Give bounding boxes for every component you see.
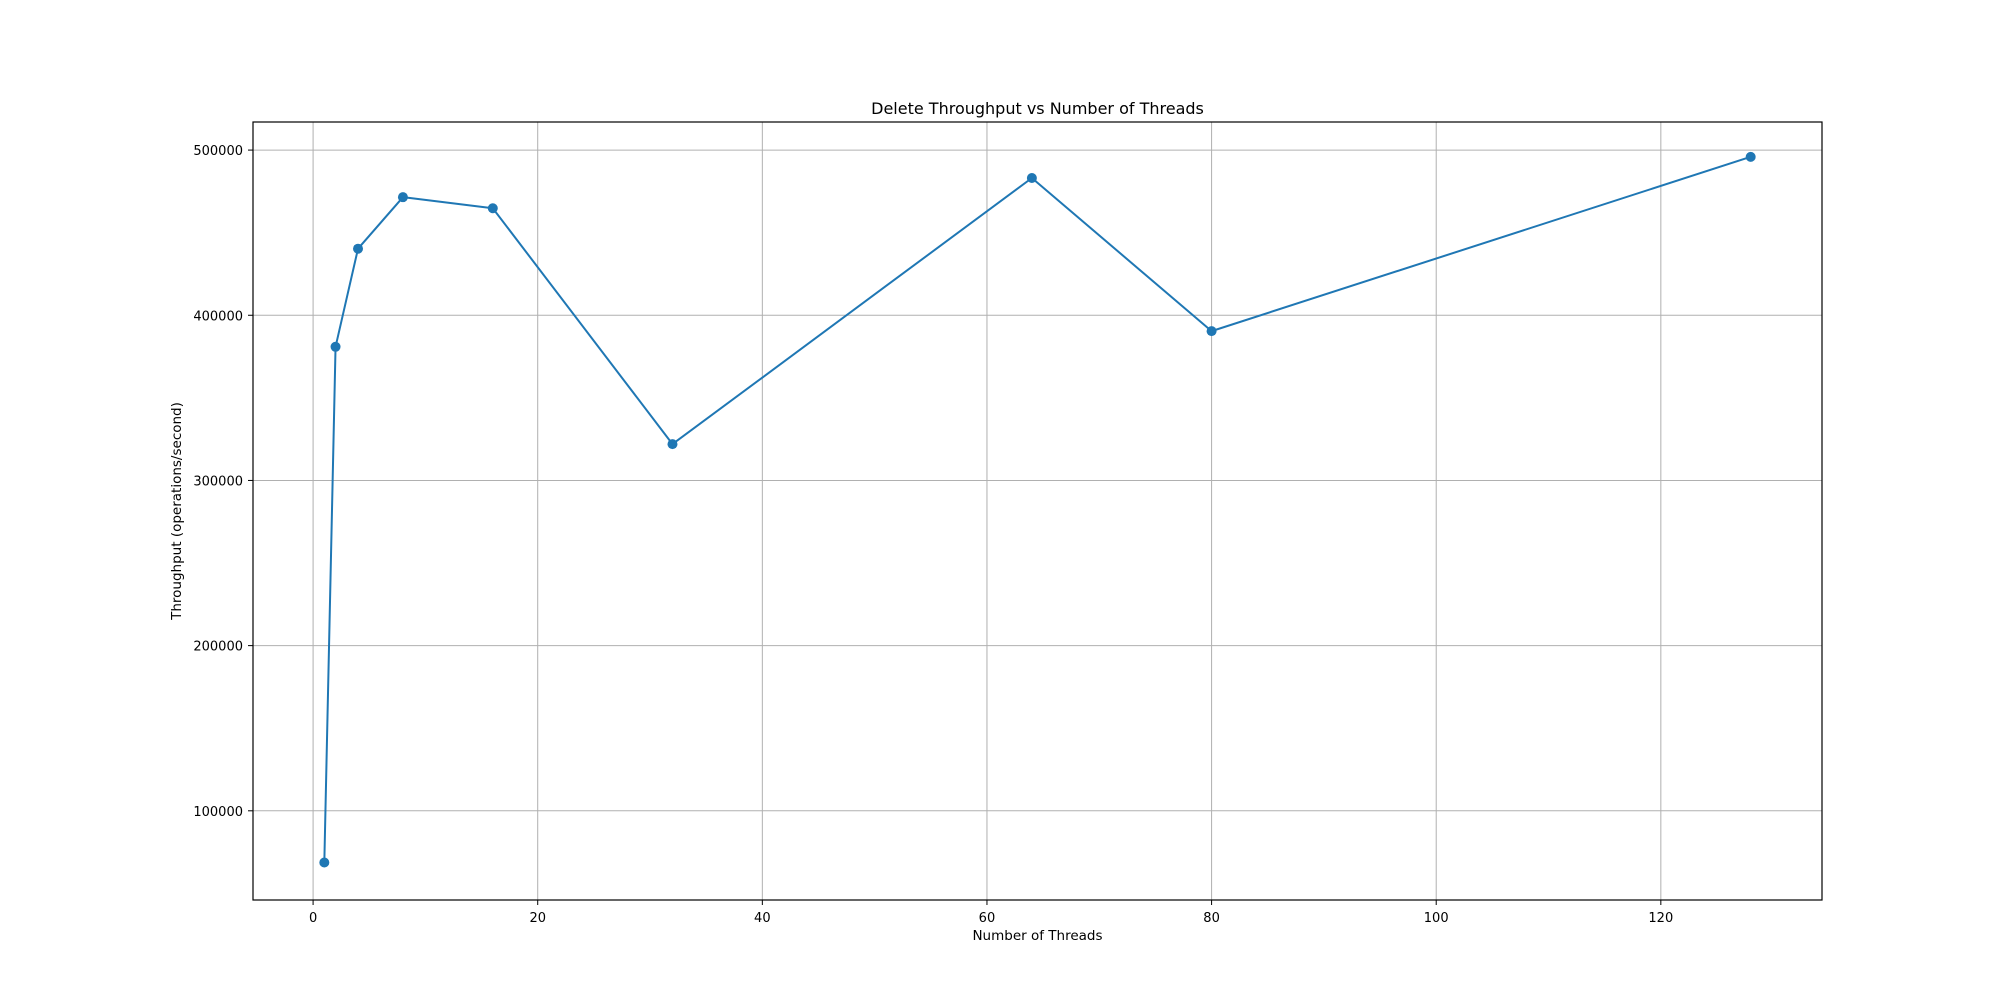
plot-area-frame: [252, 121, 1823, 901]
data-point: [319, 857, 330, 868]
y-tick-label: 500000: [193, 144, 243, 159]
series-layer: [319, 151, 1756, 868]
x-tick-label: 40: [754, 911, 771, 926]
data-point: [1745, 151, 1756, 162]
grid-lines: [253, 122, 1822, 900]
x-tick-label: 60: [979, 911, 996, 926]
data-point: [330, 341, 341, 352]
data-point: [667, 439, 678, 450]
chart-title: Delete Throughput vs Number of Threads: [871, 99, 1204, 118]
y-tick-label: 300000: [193, 474, 243, 489]
data-point: [397, 192, 408, 203]
x-tick-label: 80: [1203, 911, 1220, 926]
axis-ticks: 0 20 40 60 80 100 120 100000 200000 300000 400000 5…: [193, 144, 1673, 926]
x-axis-label: Number of Threads: [972, 928, 1102, 944]
data-point: [1026, 172, 1037, 183]
x-tick-label: 100: [1424, 911, 1449, 926]
data-point: [487, 203, 498, 214]
x-tick-label: 0: [309, 911, 317, 926]
x-tick-label: 120: [1648, 911, 1673, 926]
y-axis-label: Throughput (operations/second): [169, 402, 185, 621]
y-tick-label: 100000: [193, 805, 243, 820]
x-tick-label: 20: [529, 911, 546, 926]
data-point: [1206, 326, 1217, 337]
y-tick-label: 400000: [193, 309, 243, 324]
data-point: [353, 243, 364, 254]
y-tick-label: 200000: [193, 640, 243, 655]
